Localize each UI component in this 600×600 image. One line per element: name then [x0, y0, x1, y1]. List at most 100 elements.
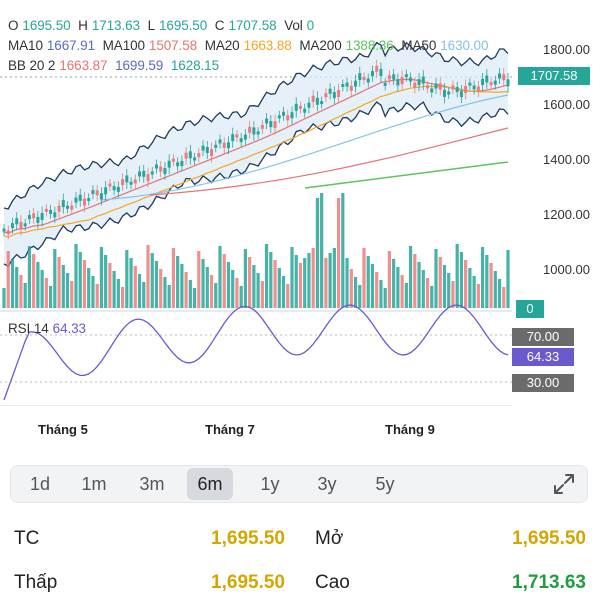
candle-body: [430, 88, 434, 93]
y-tick-1800: 1800.00: [543, 42, 590, 57]
tab-1m[interactable]: 1m: [81, 474, 107, 494]
candle-body: [303, 108, 307, 113]
candle-body: [328, 88, 332, 94]
candle-body: [15, 218, 19, 225]
tab-6m[interactable]: 6m: [187, 468, 233, 500]
volume-bar: [430, 286, 434, 308]
candle-body: [176, 162, 180, 167]
volume-bar: [349, 269, 353, 308]
volume-bar: [290, 247, 294, 308]
volume-bar: [6, 251, 10, 308]
candle-body: [19, 221, 23, 229]
volume-bar: [235, 278, 239, 308]
bb-lower-value: 1628.15: [170, 58, 219, 73]
volume-bar: [425, 278, 430, 308]
volume-bar: [57, 257, 61, 308]
candle-body: [260, 124, 264, 129]
ma100-value: 1507.58: [148, 38, 198, 53]
candle-body: [341, 83, 345, 87]
volume-bar: [286, 284, 290, 308]
ohlc-legend: O 1695.50 H 1713.63 L 1695.50 C 1707.58 Vol 0: [8, 18, 318, 33]
candle-body: [248, 126, 252, 133]
volume-bar: [311, 248, 315, 308]
volume-bar: [112, 271, 116, 308]
candle-body: [354, 80, 358, 87]
volume-bar: [239, 286, 243, 308]
volume-bar: [167, 285, 171, 308]
stats-row-2: Thấp 1,695.50 Cao 1,713.63: [0, 572, 600, 600]
volume-bar: [396, 267, 400, 308]
candle-body: [197, 153, 201, 158]
volume-bar: [324, 258, 328, 308]
volume-bar: [476, 284, 480, 308]
volume-bar: [248, 257, 252, 308]
candle-body: [311, 95, 315, 102]
volume-bar: [383, 288, 387, 308]
volume-bar: [298, 263, 303, 308]
volume-bar: [341, 193, 345, 308]
tab-5y[interactable]: 5y: [375, 474, 395, 494]
candle-body: [108, 183, 112, 187]
volume-bar: [366, 256, 370, 308]
y-tick-1200: 1200.00: [543, 207, 590, 222]
volume-bar: [502, 287, 506, 308]
rsi-lower-tag: 30.00: [512, 374, 574, 392]
volume-bar: [459, 252, 464, 308]
candle-body: [290, 112, 294, 119]
volume-bar: [370, 264, 375, 308]
volume-bar: [19, 275, 23, 308]
volume-bar: [345, 258, 349, 308]
bb-label: BB 20 2: [8, 58, 56, 73]
ma-legend: MA10 1667.91 MA100 1507.58 MA20 1663.88 MA2…: [8, 38, 492, 53]
volume-bar: [417, 262, 421, 308]
candle-body: [498, 73, 502, 79]
candle-body: [324, 93, 328, 98]
tc-label: TC: [14, 528, 40, 549]
rsi-line: [3, 304, 509, 401]
volume-bar: [434, 249, 438, 308]
timeframe-selector: 1d 1m 3m 6m 1y 3y 5y: [10, 465, 588, 503]
volume-bar: [120, 287, 125, 308]
expand-icon[interactable]: [551, 471, 577, 497]
volume-bar: [171, 248, 176, 308]
volume-bar: [375, 272, 379, 308]
candle-body: [455, 87, 459, 93]
ma100-label: MA100: [102, 38, 145, 53]
volume-bar: [36, 262, 40, 308]
tab-1y[interactable]: 1y: [260, 474, 280, 494]
open-stat-value: 1,695.50: [512, 528, 586, 549]
bollinger-lower-line: [3, 101, 509, 268]
candle-body: [125, 175, 129, 183]
tab-1d[interactable]: 1d: [29, 474, 51, 494]
ma20-label: MA20: [204, 38, 240, 53]
candle-body: [349, 85, 353, 91]
month-label-may: Tháng 5: [38, 422, 88, 437]
volume-bar: [180, 264, 184, 308]
bollinger-upper-line: [3, 41, 509, 210]
candle-body: [167, 160, 171, 168]
volume-bar: [137, 274, 142, 308]
low-label: L: [147, 18, 156, 33]
ma50-value: 1630.00: [440, 38, 489, 53]
candle-body: [481, 78, 485, 85]
volume-bar: [205, 267, 209, 308]
candle-body: [218, 139, 222, 144]
candle-body: [413, 82, 417, 88]
candle-body: [95, 190, 99, 196]
volume-bar: [400, 275, 404, 308]
candle-body: [438, 83, 442, 90]
candle-body: [163, 168, 167, 175]
y-tick-1000: 1000.00: [543, 262, 590, 277]
tab-3y[interactable]: 3y: [317, 474, 337, 494]
volume-bar: [197, 251, 201, 308]
price-chart[interactable]: [0, 0, 600, 445]
ma200-value: 1388.36: [345, 38, 394, 53]
ma20-value: 1663.88: [243, 38, 292, 53]
candle-body: [231, 134, 235, 142]
last-price-tag: 1707.58: [518, 67, 590, 85]
tab-3m[interactable]: 3m: [139, 474, 165, 494]
candle-body: [370, 71, 374, 77]
volume-bar: [392, 259, 396, 308]
volume-bar: [48, 286, 53, 308]
candle-body: [315, 97, 319, 105]
